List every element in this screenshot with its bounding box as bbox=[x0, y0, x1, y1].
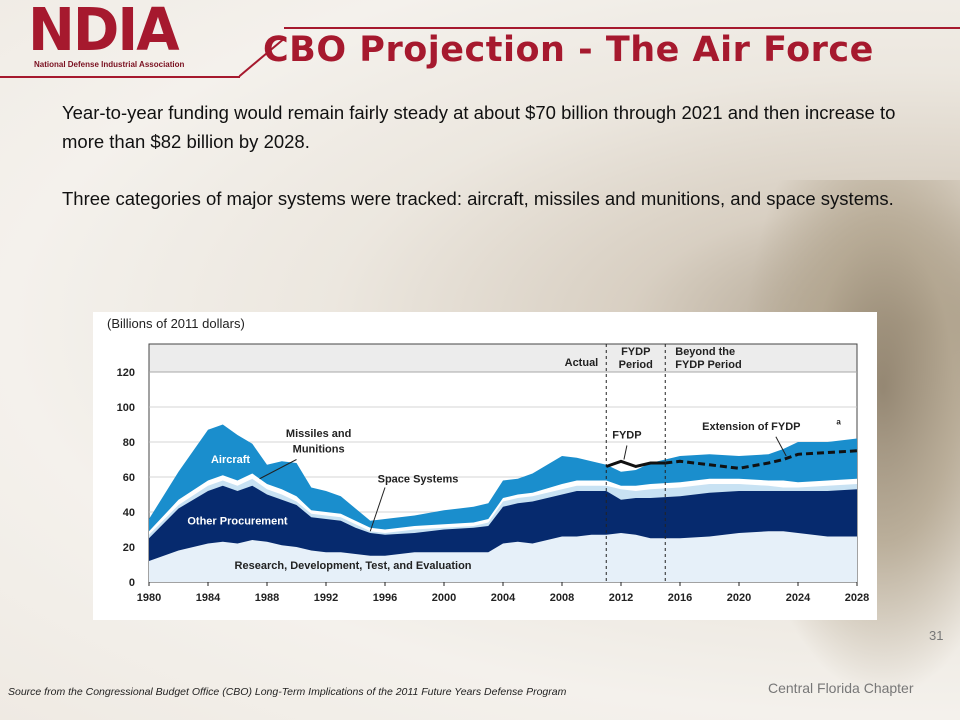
ndia-logo: NDIA National Defense Industrial Associa… bbox=[6, 0, 192, 74]
header-rule-left bbox=[0, 76, 240, 78]
ytick-label-100: 100 bbox=[117, 402, 135, 414]
xtick-label-2028: 2028 bbox=[845, 592, 869, 604]
label-extension-superscript: a bbox=[836, 418, 841, 427]
label-space-systems: Space Systems bbox=[378, 473, 459, 485]
ytick-label-40: 40 bbox=[123, 507, 135, 519]
period-label-beyond-1: Beyond the bbox=[675, 346, 735, 358]
extension-line bbox=[665, 449, 858, 470]
fydp-line bbox=[605, 459, 666, 469]
xtick-label-2008: 2008 bbox=[550, 592, 574, 604]
xtick-label-2004: 2004 bbox=[491, 592, 516, 604]
ytick-label-60: 60 bbox=[123, 472, 135, 484]
label-missiles-line1: Missiles and bbox=[286, 428, 351, 440]
body-paragraph-2: Three categories of major systems were t… bbox=[62, 188, 894, 209]
funding-chart: (Billions of 2011 dollars) Actual FYDP Peri… bbox=[93, 312, 877, 620]
period-label-beyond-2: FYDP Period bbox=[675, 359, 741, 371]
chart-svg: (Billions of 2011 dollars)ActualFYDPPeri… bbox=[107, 316, 869, 604]
xtick-label-1988: 1988 bbox=[255, 592, 279, 604]
ytick-label-120: 120 bbox=[117, 367, 135, 379]
leader-extension bbox=[775, 436, 787, 457]
xtick-label-2024: 2024 bbox=[786, 592, 811, 604]
ytick-label-0: 0 bbox=[129, 577, 135, 589]
leader-missiles bbox=[259, 459, 297, 480]
xtick-label-2012: 2012 bbox=[609, 592, 633, 604]
footer-chapter: Central Florida Chapter bbox=[768, 680, 914, 696]
header-rule-right bbox=[284, 27, 960, 29]
leader-fydp bbox=[623, 445, 628, 460]
label-aircraft: Aircraft bbox=[211, 454, 250, 466]
period-label-fydp-2: Period bbox=[619, 359, 653, 371]
xtick-label-1992: 1992 bbox=[314, 592, 338, 604]
label-rdte: Research, Development, Test, and Evaluat… bbox=[235, 560, 472, 572]
body-paragraph-1: Year-to-year funding would remain fairly… bbox=[62, 102, 896, 152]
ytick-label-80: 80 bbox=[123, 437, 135, 449]
xtick-label-2016: 2016 bbox=[668, 592, 692, 604]
xtick-label-1996: 1996 bbox=[373, 592, 397, 604]
label-extension-fydp: Extension of FYDP bbox=[702, 421, 800, 433]
label-other-procurement: Other Procurement bbox=[187, 515, 288, 527]
label-fydp: FYDP bbox=[612, 430, 641, 442]
units-label: (Billions of 2011 dollars) bbox=[107, 316, 245, 331]
label-missiles-line2: Munitions bbox=[293, 444, 345, 456]
period-label-actual: Actual bbox=[565, 357, 599, 369]
logo-wordmark: NDIA bbox=[28, 0, 180, 65]
logo-subtitle: National Defense Industrial Association bbox=[34, 60, 185, 69]
page-number: 31 bbox=[929, 628, 944, 643]
slide-title: CBO Projection - The Air Force bbox=[263, 30, 874, 70]
area-rdte bbox=[149, 531, 857, 582]
leader-space bbox=[369, 487, 386, 532]
xtick-label-2020: 2020 bbox=[727, 592, 751, 604]
footer-source: Source from the Congressional Budget Off… bbox=[8, 686, 567, 698]
xtick-label-2000: 2000 bbox=[432, 592, 456, 604]
period-label-fydp-1: FYDP bbox=[621, 346, 650, 358]
period-header-band bbox=[148, 343, 858, 373]
xtick-label-1980: 1980 bbox=[137, 592, 161, 604]
ytick-label-20: 20 bbox=[123, 542, 135, 554]
xtick-label-1984: 1984 bbox=[196, 592, 221, 604]
slide-header: NDIA National Defense Industrial Associa… bbox=[0, 0, 960, 82]
